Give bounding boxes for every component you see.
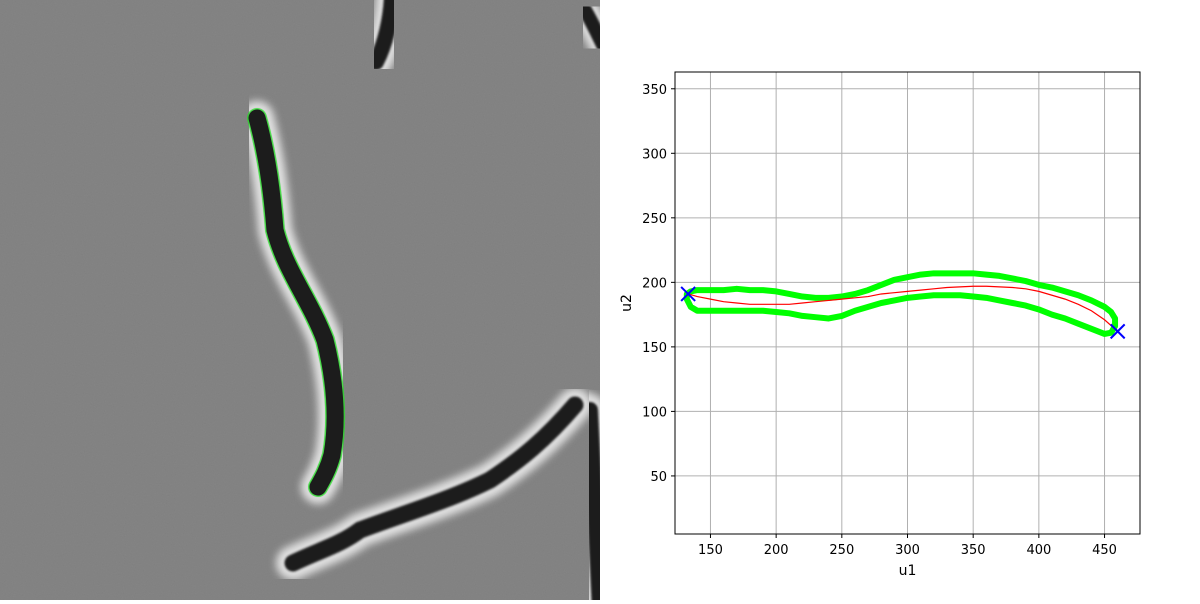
plot-frame (674, 71, 1141, 535)
y-axis-label: u2 (619, 294, 635, 312)
endpoint-marker (1109, 323, 1126, 340)
x-tick-label: 350 (961, 543, 986, 558)
microscopy-image (0, 0, 617, 604)
x-tick-label: 150 (698, 543, 723, 558)
y-tick-label: 50 (650, 470, 667, 485)
x-tick-label: 250 (829, 543, 854, 558)
x-tick-label: 450 (1092, 543, 1117, 558)
grid (675, 72, 1140, 534)
x-tick-label: 400 (1026, 543, 1051, 558)
endpoint-marker (680, 286, 696, 302)
y-tick-label: 250 (642, 212, 667, 227)
y-tick-label: 300 (642, 147, 667, 162)
bacterium-top (360, 0, 408, 78)
contour-plot: 150 200 250 300 350 400 450 50 100 150 200 250 300 35… (600, 0, 1200, 600)
series (680, 270, 1126, 340)
bacterium-segmented (240, 101, 353, 504)
microscopy-svg (0, 0, 617, 604)
bacterium-right-edge (574, 394, 616, 604)
y-tick-label: 350 (642, 83, 667, 98)
bacterium-corner (571, 0, 617, 59)
y-tick-label: 200 (642, 276, 667, 291)
x-tick-label: 200 (764, 543, 789, 558)
y-tick-label: 150 (642, 341, 667, 356)
x-tick-label: 300 (895, 543, 920, 558)
x-axis-label: u1 (899, 563, 917, 579)
midline (687, 285, 1119, 332)
y-tick-label: 100 (642, 405, 667, 420)
bacterium-bottom (276, 388, 592, 580)
ticks: 150 200 250 300 350 400 450 50 100 150 200 250 300 35… (642, 83, 1117, 558)
plot-svg: 150 200 250 300 350 400 450 50 100 150 200 250 300 35… (619, 71, 1141, 579)
contour-line (683, 270, 1119, 337)
